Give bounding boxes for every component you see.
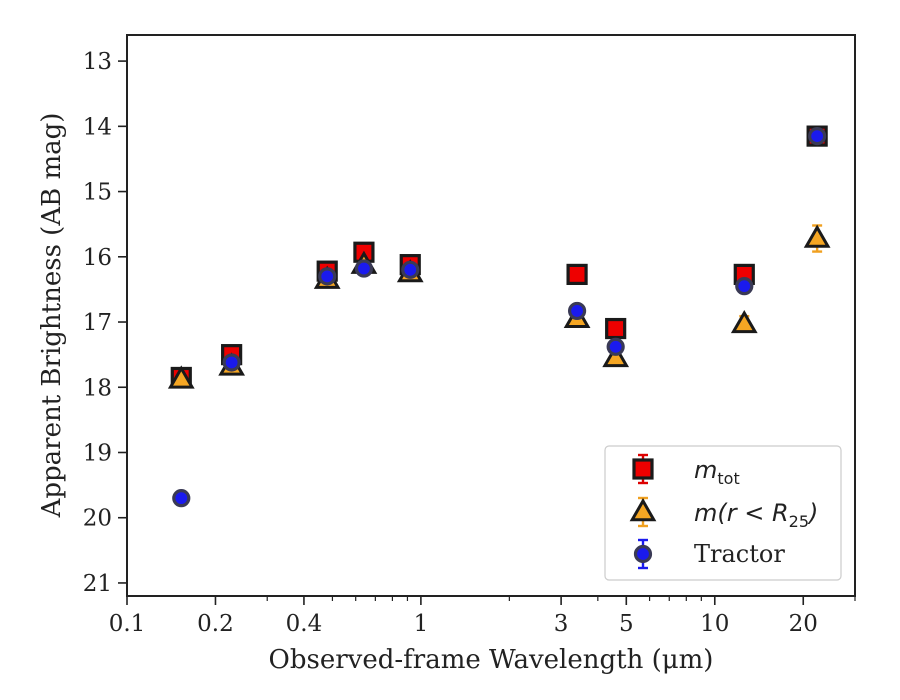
legend-marker-mtot <box>632 458 654 480</box>
y-tick-label: 16 <box>83 245 112 271</box>
legend-box <box>604 445 842 581</box>
legend-mr25-main: m(r < R <box>694 499 789 527</box>
points-layer <box>167 125 831 508</box>
legend-mtot-sub: tot <box>717 469 739 488</box>
x-tick-label: 0.2 <box>197 611 234 637</box>
y-axis-label: Apparent Brightness (AB mag) <box>37 113 67 519</box>
y-tick-label: 17 <box>83 310 112 336</box>
x-tick-label: 3 <box>554 611 569 637</box>
y-tick-label: 18 <box>83 375 112 401</box>
point-tractor <box>606 337 625 356</box>
point-tractor <box>172 489 191 508</box>
series-mtot <box>170 125 828 389</box>
legend-marker-mr25 <box>629 497 657 522</box>
point-tractor <box>401 260 420 279</box>
y-tick-label: 13 <box>83 49 112 75</box>
point-mr25 <box>730 309 758 334</box>
x-tick-label: 5 <box>619 611 634 637</box>
point-mtot <box>566 263 588 286</box>
point-tractor <box>567 301 587 321</box>
x-tick-label: 0.1 <box>109 611 146 637</box>
y-tick-label: 14 <box>83 114 112 140</box>
point-tractor <box>354 259 374 278</box>
legend-mtot-main: m <box>694 456 717 484</box>
point-mr25 <box>602 343 630 368</box>
y-tick-label: 19 <box>83 440 112 466</box>
point-mtot <box>605 317 627 340</box>
series-tractor <box>172 127 827 508</box>
y-tick-label: 15 <box>83 180 112 206</box>
legend-label-mr25: m(r < R25) <box>694 499 818 531</box>
x-tick-label: 1 <box>414 611 429 637</box>
legend-label-tractor: Tractor <box>694 540 785 568</box>
legend-marker-tractor <box>633 544 653 564</box>
point-tractor <box>318 267 337 286</box>
legend-label-mtot: mtot <box>694 456 740 488</box>
legend-mr25-close: ) <box>807 499 818 527</box>
x-axis-label: Observed-frame Wavelength (μm) <box>269 645 714 675</box>
x-tick-label: 0.4 <box>286 611 323 637</box>
point-tractor <box>735 277 754 296</box>
point-tractor <box>222 353 241 372</box>
series-mr25 <box>167 224 831 389</box>
legend-markers <box>629 453 657 570</box>
point-mr25 <box>167 365 195 389</box>
y-tick-label: 21 <box>83 571 112 597</box>
x-tick-label: 10 <box>700 611 729 637</box>
point-tractor <box>808 127 827 146</box>
plot-frame <box>126 34 856 597</box>
legend-mr25-sub: 25 <box>789 512 809 531</box>
point-mr25 <box>803 224 831 248</box>
legend: mtot m(r < R25) Tractor <box>604 445 842 581</box>
x-tick-label: 20 <box>789 611 818 637</box>
y-tick-label: 20 <box>83 506 112 532</box>
